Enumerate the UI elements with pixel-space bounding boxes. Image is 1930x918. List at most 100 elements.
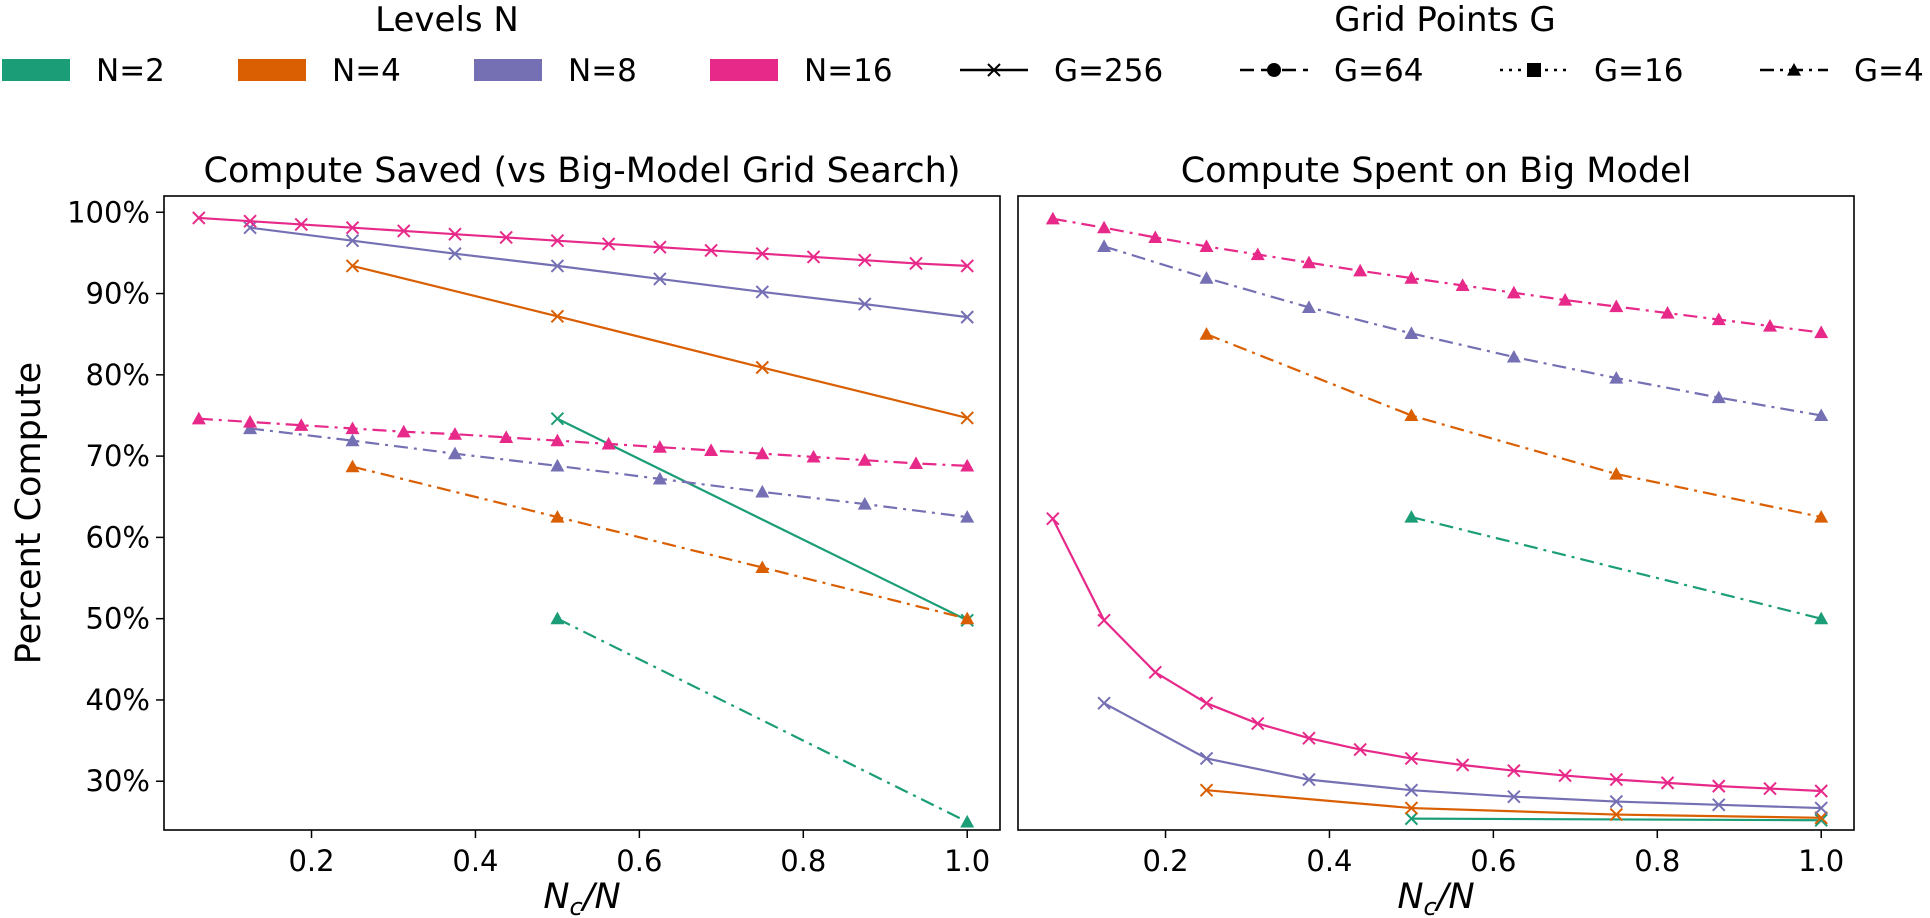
legend-grid-G64: G=64 bbox=[1240, 53, 1423, 89]
chart-right-xtick-label: 0.6 bbox=[1470, 844, 1516, 878]
chart-left-series-N16-G256-point bbox=[704, 243, 718, 258]
chart-right-series-N16-G256-point bbox=[1251, 716, 1265, 731]
chart-right-xtick-label: 0.4 bbox=[1306, 844, 1352, 878]
chart-left-series-N4-G256-point bbox=[755, 360, 770, 375]
chart-right-series-N16-G256-point bbox=[1507, 763, 1521, 778]
chart-right-series-N16-G4-point bbox=[1711, 312, 1726, 326]
chart-right-series-N8-G256-point bbox=[1712, 798, 1726, 812]
chart-right-plot: 0.2 0.4 0.6 0.8 1.0 bbox=[1045, 211, 1844, 878]
chart-left-xtick-label: 0.4 bbox=[452, 844, 498, 878]
chart-right-xtick-label: 0.8 bbox=[1634, 844, 1680, 878]
legend-levels-title: Levels N bbox=[375, 0, 519, 40]
legend-grid: Grid Points G G=256 G=64 G=16 G=4 bbox=[960, 0, 1924, 89]
chart-right-series-N16-G256-point bbox=[1046, 511, 1060, 526]
chart-left-series-N16-G256-point bbox=[397, 224, 411, 238]
chart-right-series-N16-G4-point bbox=[1250, 247, 1265, 261]
chart-left-series-N16-G4-point bbox=[704, 443, 719, 457]
chart-right-series-N16-G256-line bbox=[1051, 518, 1822, 793]
chart-right-series-N16-G4-point bbox=[1506, 285, 1521, 299]
chart-left-series-N8-G256-point bbox=[653, 272, 667, 286]
chart-right-series-N8-G4-point bbox=[1609, 371, 1624, 384]
chart-right-xtick-label: 0.2 bbox=[1142, 844, 1188, 878]
chart-left-ytick-label: 40% bbox=[86, 683, 150, 717]
chart-right-series-N16-G4-point bbox=[1353, 263, 1368, 277]
chart-left-series-N16-G256-point bbox=[653, 240, 667, 254]
chart-right-series-N4-G4-point bbox=[1404, 408, 1419, 422]
chart-right-series-N16-G256-point bbox=[1814, 784, 1828, 798]
legend-levels-items: N=2 N=4 N=8 N=16 bbox=[2, 53, 893, 89]
chart-right-series-N8-G256-point bbox=[1507, 789, 1521, 804]
chart-left-series-N4-G4-point bbox=[960, 611, 975, 625]
chart-left-series-N4-G256-point bbox=[345, 259, 360, 273]
chart-left-series-N16-G4-point bbox=[191, 411, 206, 425]
chart-left-series-N16-G4-line bbox=[198, 417, 968, 467]
legend-grid-title: Grid Points G bbox=[1334, 0, 1555, 40]
chart-right-series-N8-G4-point bbox=[1199, 271, 1214, 284]
chart-right-series-N16-G4 bbox=[1045, 211, 1829, 339]
legend-level-swatch bbox=[474, 59, 542, 81]
chart-right-series-N4-G256-line bbox=[1206, 789, 1822, 819]
chart-right-series-N2-G256-point bbox=[1404, 811, 1419, 826]
chart-left-series-N2-G256-point bbox=[550, 412, 565, 426]
chart-left-series-N8-G4-point bbox=[550, 458, 565, 472]
chart-left-series-N8-G4-point bbox=[652, 471, 667, 485]
legend-grid-G256: G=256 bbox=[960, 53, 1163, 89]
chart-left-series-N4-G4-line bbox=[352, 465, 968, 620]
chart-right-series-N8-G256-point bbox=[1097, 696, 1111, 710]
legend-grid-marker bbox=[1267, 63, 1281, 77]
chart-left: Compute Saved (vs Big-Model Grid Search)… bbox=[9, 151, 1001, 918]
chart-left-series-N16-G4 bbox=[191, 411, 975, 472]
chart-left-ytick-label: 50% bbox=[86, 602, 150, 636]
chart-left-plot: 0.2 0.4 0.6 0.8 1.0 30% 40% 50% 60% 70% 80% 90% 100% bbox=[67, 195, 990, 878]
chart-right-title: Compute Spent on Big Model bbox=[1181, 151, 1692, 191]
chart-left-series-N16-G256-point bbox=[909, 256, 923, 271]
chart-right-series-N16-G256-point bbox=[1302, 731, 1316, 745]
chart-left-xlabel-base: N bbox=[543, 877, 569, 917]
legend-level-N8: N=8 bbox=[474, 53, 637, 89]
legend-level-label: N=4 bbox=[332, 53, 401, 89]
legend-level-N4: N=4 bbox=[238, 53, 401, 89]
chart-right-series-N4-G256-point bbox=[1609, 807, 1624, 822]
chart-right-frame bbox=[1017, 195, 1855, 831]
chart-left-series-N2-G4-point bbox=[550, 611, 565, 625]
chart-right-series-N16-G4-point bbox=[1301, 255, 1316, 269]
chart-right-series-N4-G256-point bbox=[1814, 811, 1828, 825]
chart-right-series-N8-G4-point bbox=[1711, 390, 1726, 404]
chart-left-series-N16-G256-point bbox=[601, 237, 616, 251]
chart-left-series-N2-G256-line bbox=[556, 417, 968, 622]
legend-grid-G4: G=4 bbox=[1760, 53, 1924, 89]
chart-right-series-N4-G256 bbox=[1199, 783, 1828, 825]
legend-grid-marker bbox=[987, 63, 1001, 77]
chart-left-series-N16-G4-point bbox=[345, 421, 360, 435]
chart-right-series-N16-G256-point bbox=[1097, 613, 1111, 627]
chart-right-series-N8-G4-point bbox=[1301, 300, 1316, 313]
legend-level-label: N=16 bbox=[804, 53, 893, 89]
chart-left-ytick-label: 70% bbox=[86, 439, 150, 473]
chart-left-series-N16-G4-point bbox=[652, 440, 667, 453]
chart-right-series-N16-G256-point bbox=[1712, 779, 1726, 793]
chart-right-series-N4-G4-line bbox=[1206, 333, 1822, 519]
chart-left-series-N8-G256-point bbox=[858, 297, 872, 311]
chart-left-series-N8-G256-point bbox=[550, 259, 565, 273]
chart-left-ytick-label: 90% bbox=[86, 277, 150, 311]
chart-left-frame bbox=[163, 195, 1001, 831]
chart-left-series-N8-G256 bbox=[243, 220, 974, 324]
chart-right-xtick-label: 1.0 bbox=[1798, 844, 1844, 878]
chart-left-series-N8-G4-point bbox=[243, 421, 258, 435]
chart-left-series-N16-G256-point bbox=[858, 253, 872, 267]
chart-left-xtick-label: 0.8 bbox=[780, 844, 826, 878]
chart-right-series-N8-G256 bbox=[1097, 696, 1828, 815]
chart-left-xlabel-rest: /N bbox=[580, 877, 621, 917]
legend-grid-label: G=4 bbox=[1854, 53, 1924, 89]
chart-left-ytick-label: 30% bbox=[86, 764, 150, 798]
legend-grid-items: G=256 G=64 G=16 G=4 bbox=[960, 53, 1924, 89]
chart-left-series-N16-G256-point bbox=[806, 250, 821, 264]
chart-left-series-N4-G256-point bbox=[960, 411, 974, 425]
chart-left-series-N16-G4-point bbox=[601, 436, 616, 450]
chart-right-series-N16-G4-point bbox=[1762, 319, 1777, 332]
chart-left-series-N8-G4-line bbox=[249, 427, 968, 519]
chart-left-series-N4-G256-line bbox=[352, 264, 968, 419]
chart-left-series-N16-G256-point bbox=[345, 220, 360, 235]
chart-left-series-N2-G4 bbox=[550, 611, 975, 828]
